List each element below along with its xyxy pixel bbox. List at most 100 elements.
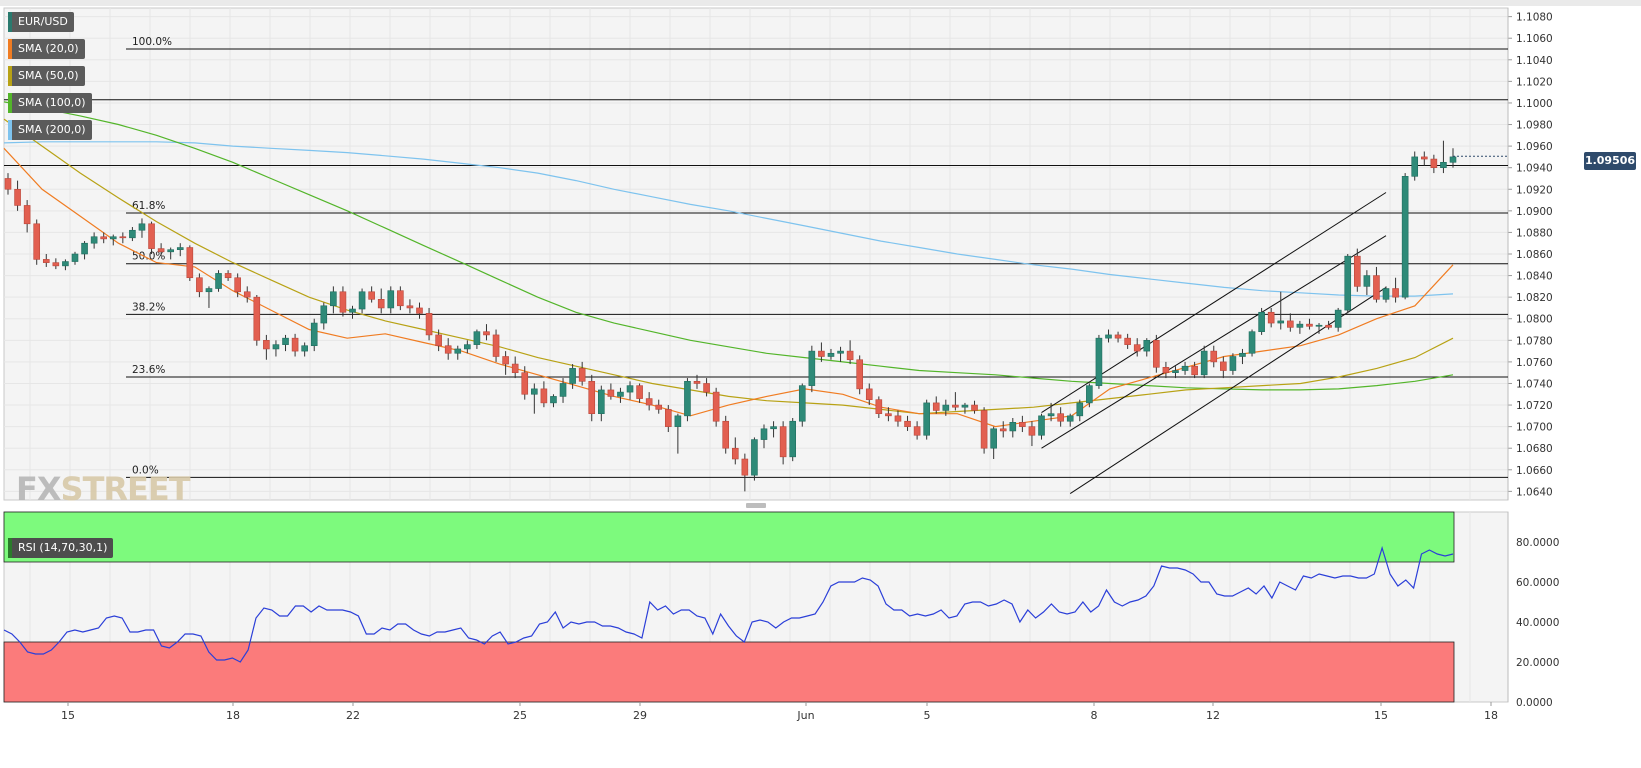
candle: [999, 421, 1007, 438]
date-tick-label: 8: [1091, 709, 1098, 722]
candle: [1411, 151, 1419, 181]
legend-swatch-eurusd: [8, 12, 12, 32]
candle-body: [129, 229, 136, 239]
candle: [1296, 320, 1304, 334]
candle-body: [119, 236, 127, 239]
candle: [1344, 254, 1352, 314]
price-tick-label: 1.0980: [1516, 120, 1553, 132]
candle: [23, 200, 31, 233]
candle: [550, 394, 557, 408]
candle-body: [731, 447, 739, 460]
legend-item-sma50[interactable]: SMA (50,0): [8, 66, 85, 86]
legend-item-eurusd[interactable]: EUR/USD: [8, 12, 74, 32]
candle: [664, 405, 672, 433]
sma50-line: [3, 118, 1454, 415]
candle: [1325, 320, 1332, 330]
candle: [473, 329, 481, 349]
candle-body: [885, 413, 892, 417]
candle-body: [846, 350, 854, 361]
candle: [779, 421, 787, 465]
candle: [1373, 266, 1380, 303]
legend-item-sma200[interactable]: SMA (200,0): [8, 120, 92, 140]
candle-body: [1181, 365, 1189, 371]
candle-body: [655, 404, 663, 410]
candle-body: [224, 273, 232, 279]
candle-body: [511, 363, 519, 373]
candle: [1133, 338, 1141, 357]
candle: [176, 243, 184, 257]
candle: [626, 381, 634, 400]
candle-body: [1086, 385, 1093, 404]
candle-body: [492, 334, 500, 357]
candle-body: [1105, 334, 1112, 339]
candle: [492, 329, 500, 362]
candle-body: [578, 368, 586, 382]
candle: [1105, 329, 1112, 343]
candle: [90, 232, 98, 249]
candle-body: [1440, 161, 1447, 168]
candle-body: [760, 428, 768, 440]
candle: [234, 273, 241, 298]
fibonacci-label: 0.0%: [132, 464, 159, 476]
legend-swatch-sma20: [8, 39, 12, 59]
candle-body: [952, 404, 959, 408]
candle-body: [1229, 356, 1237, 371]
candle: [1086, 383, 1093, 408]
candle-body: [234, 277, 241, 293]
candle-body: [23, 205, 31, 225]
price-tick-label: 1.0960: [1516, 141, 1553, 153]
candle: [1354, 248, 1361, 292]
rsi-legend[interactable]: RSI (14,70,30,1): [8, 538, 114, 558]
rsi-line: [3, 545, 1454, 663]
candle-body: [1009, 422, 1017, 432]
candle: [1420, 151, 1428, 166]
price-tick-label: 1.1040: [1516, 55, 1553, 67]
candle-body: [454, 348, 462, 354]
price-tick-label: 1.0780: [1516, 335, 1553, 347]
candle-body: [138, 223, 146, 231]
candle-body: [1411, 156, 1419, 177]
price-tick-label: 1.0660: [1516, 465, 1553, 477]
candle: [1172, 366, 1179, 379]
candle-body: [550, 396, 557, 404]
candle-body: [1028, 426, 1036, 436]
candle-body: [186, 247, 194, 279]
candle: [789, 418, 797, 462]
candle: [349, 305, 356, 319]
candle: [387, 286, 395, 314]
candle: [1239, 348, 1246, 365]
candle: [272, 340, 280, 357]
candle: [1009, 418, 1017, 438]
fibonacci-label: 23.6%: [132, 364, 165, 376]
date-tick-label: 15: [1374, 709, 1388, 722]
date-tick-label: 12: [1206, 709, 1220, 722]
candle: [1200, 345, 1208, 379]
candle: [62, 259, 69, 271]
candle-body: [368, 291, 375, 300]
candle-body: [483, 331, 490, 336]
candle-body: [1315, 324, 1323, 327]
candle: [42, 254, 50, 267]
candle: [961, 402, 969, 414]
candle-body: [980, 410, 988, 449]
candle: [1143, 338, 1151, 357]
candle: [167, 247, 174, 260]
rsi-oversold-zone: [3, 641, 1455, 703]
candle: [1191, 361, 1198, 379]
candle: [224, 270, 232, 281]
legend-item-sma100[interactable]: SMA (100,0): [8, 93, 92, 113]
legend-item-sma20[interactable]: SMA (20,0): [8, 39, 85, 59]
candle-body: [932, 402, 940, 411]
candle: [454, 345, 462, 360]
candle: [71, 251, 79, 265]
candle: [598, 385, 605, 422]
candle: [617, 387, 624, 403]
candle: [971, 400, 978, 414]
rsi-overbought-zone: [3, 511, 1455, 563]
candle-body: [531, 388, 538, 395]
candle-body: [588, 381, 596, 414]
fibonacci-label: 38.2%: [132, 301, 165, 313]
candle-body: [1153, 340, 1160, 368]
candle: [1267, 307, 1275, 328]
candle-body: [1143, 340, 1151, 352]
